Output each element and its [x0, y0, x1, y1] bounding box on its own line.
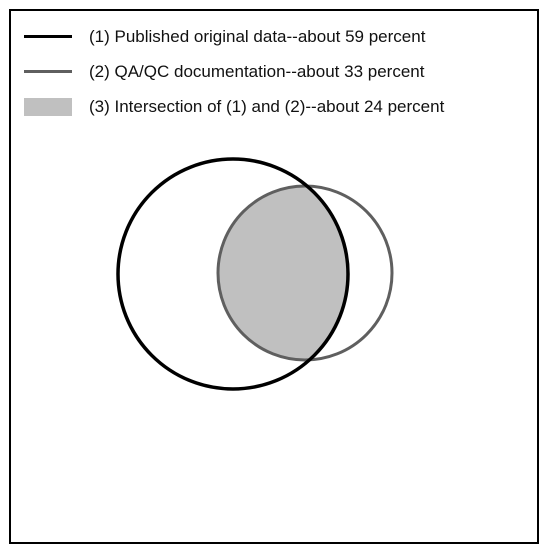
published-line-swatch	[24, 35, 72, 38]
legend-label-intersection: (3) Intersection of (1) and (2)--about 2…	[89, 96, 445, 116]
qaqc-line-swatch	[24, 70, 72, 73]
legend-item-intersection: (3) Intersection of (1) and (2)--about 2…	[24, 89, 444, 124]
published-set-circle	[116, 157, 350, 391]
figure-frame: (1) Published original data--about 59 pe…	[9, 9, 539, 544]
venn-diagram	[116, 157, 394, 391]
legend-label-qaqc: (2) QA/QC documentation--about 33 percen…	[89, 61, 425, 81]
legend-label-published: (1) Published original data--about 59 pe…	[89, 26, 426, 46]
legend-item-published: (1) Published original data--about 59 pe…	[24, 19, 444, 54]
intersection-region	[218, 186, 348, 360]
intersection-fill-swatch	[24, 97, 72, 116]
legend-item-qaqc: (2) QA/QC documentation--about 33 percen…	[24, 54, 444, 89]
legend: (1) Published original data--about 59 pe…	[24, 19, 444, 124]
